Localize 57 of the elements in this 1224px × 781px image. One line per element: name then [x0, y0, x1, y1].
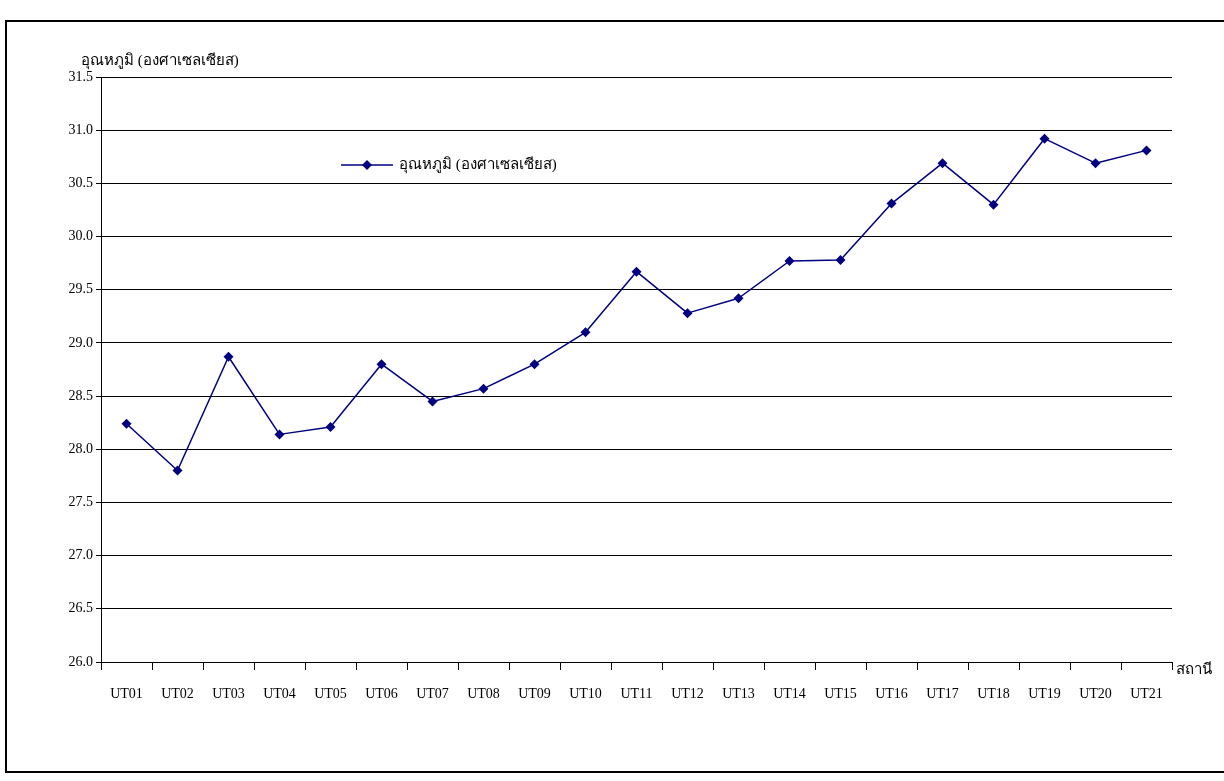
- y-tick-label: 31.5: [68, 68, 93, 84]
- y-tick-label: 28.0: [68, 440, 93, 456]
- point: [988, 199, 999, 210]
- x-tick-label: UT06: [365, 686, 398, 702]
- x-tick-label: UT17: [926, 686, 959, 702]
- x-tick-label: UT02: [161, 686, 194, 702]
- x-axis-title: สถานี: [1176, 661, 1212, 677]
- point: [1090, 158, 1101, 169]
- x-tick-label: UT01: [110, 686, 143, 702]
- point: [325, 421, 336, 432]
- x-tick-label: UT14: [773, 686, 806, 702]
- x-tick-label: UT16: [875, 686, 908, 702]
- point: [1039, 133, 1050, 144]
- point: [172, 465, 183, 476]
- x-tick-label: UT05: [314, 686, 347, 702]
- x-tick-label: UT15: [824, 686, 857, 702]
- y-tick-label: 27.0: [68, 547, 93, 563]
- x-tick-label: UT21: [1130, 686, 1163, 702]
- y-tick-label: 29.0: [68, 334, 93, 350]
- point: [427, 396, 438, 407]
- x-tick-label: UT04: [263, 686, 296, 702]
- x-tick-label: UT20: [1079, 686, 1112, 702]
- x-tick-label: UT11: [620, 686, 653, 702]
- y-axis-title: อุณหภูมิ (องศาเซลเซียส): [81, 52, 239, 70]
- point: [835, 254, 846, 265]
- y-tick-label: 30.0: [68, 228, 93, 244]
- point: [733, 293, 744, 304]
- x-tick-label: UT13: [722, 686, 755, 702]
- point: [682, 308, 693, 319]
- point: [580, 327, 591, 338]
- point: [478, 383, 489, 394]
- y-tick-label: 31.0: [68, 121, 93, 137]
- x-tick-label: UT07: [416, 686, 449, 702]
- y-tick-label: 27.5: [68, 494, 93, 510]
- point: [886, 198, 897, 209]
- point: [631, 266, 642, 277]
- point: [937, 158, 948, 169]
- y-tick-label: 29.5: [68, 281, 93, 297]
- x-tick-label: UT09: [518, 686, 551, 702]
- y-tick-label: 30.5: [68, 175, 93, 191]
- x-tick-label: UT12: [671, 686, 704, 702]
- point: [223, 351, 234, 362]
- point: [784, 256, 795, 267]
- x-tick-label: UT10: [569, 686, 602, 702]
- legend-label: อุณหภูมิ (องศาเซลเซียส): [399, 155, 557, 174]
- x-tick-label: UT08: [467, 686, 500, 702]
- y-tick-label: 28.5: [68, 387, 93, 403]
- point: [121, 418, 132, 429]
- y-tick-label: 26.5: [68, 600, 93, 616]
- y-tick-label: 26.0: [68, 653, 93, 669]
- x-tick-label: UT03: [212, 686, 245, 702]
- x-tick-label: UT18: [977, 686, 1010, 702]
- point: [274, 429, 285, 440]
- point: [376, 359, 387, 370]
- point: [529, 359, 540, 370]
- x-tick-label: UT19: [1028, 686, 1061, 702]
- point: [1141, 145, 1152, 156]
